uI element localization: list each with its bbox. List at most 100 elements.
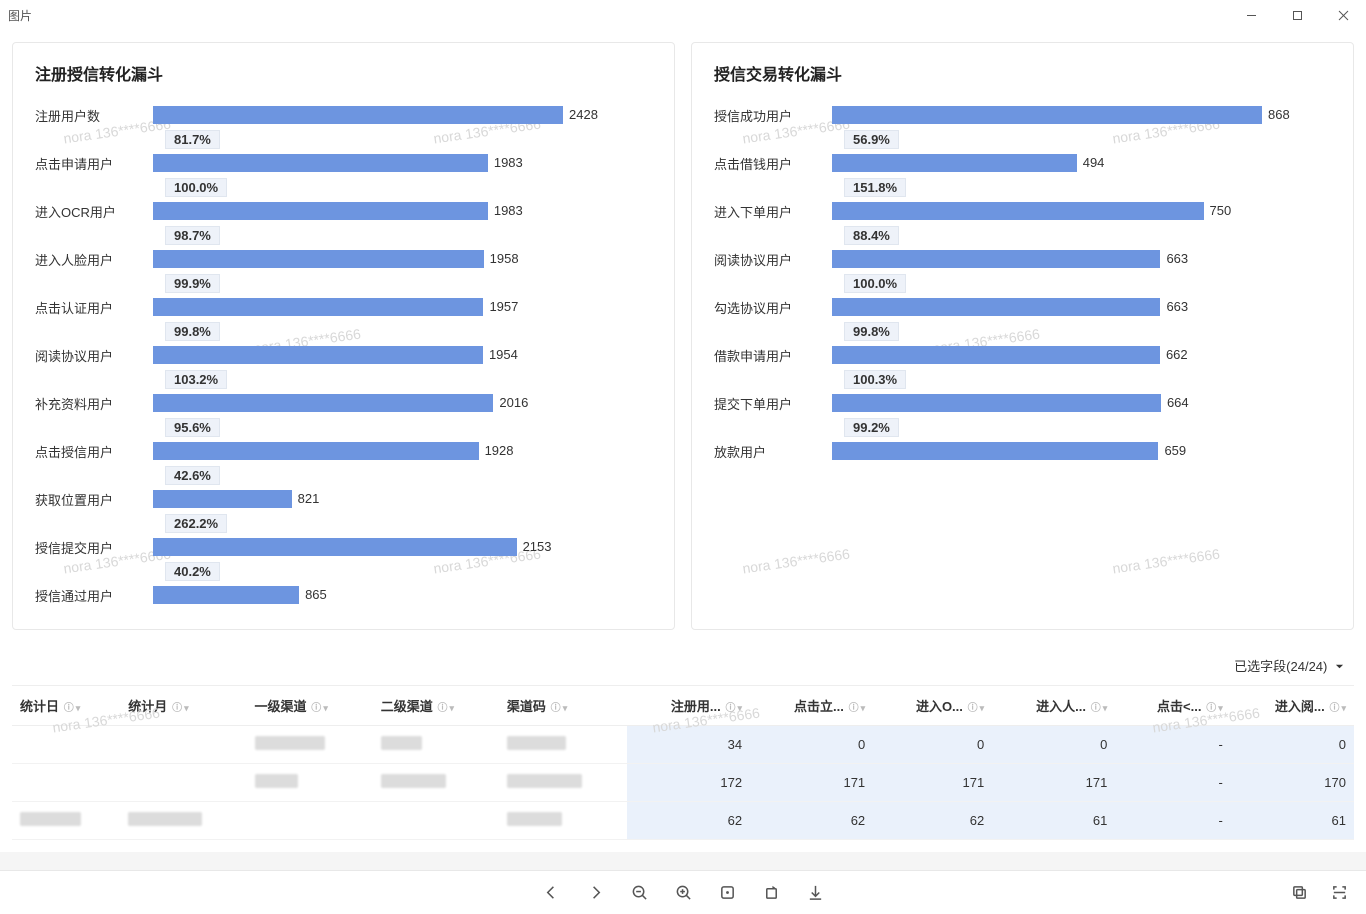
funnel-pct-row: 100.0% <box>35 175 652 199</box>
funnel-row: 补充资料用户2016 <box>35 391 652 415</box>
funnel-bar-wrap: 663 <box>832 250 1331 268</box>
sort-icon[interactable]: ▾ <box>738 703 743 714</box>
funnel-value: 494 <box>1077 154 1105 172</box>
sort-icon[interactable]: ▾ <box>1103 703 1108 714</box>
funnel-value: 865 <box>299 586 327 604</box>
zoom-in-icon[interactable] <box>674 884 692 902</box>
table-header[interactable]: 统计日 ⓘ▾ <box>12 686 120 726</box>
info-icon: ⓘ <box>1088 703 1101 714</box>
funnel-row: 点击认证用户1957 <box>35 295 652 319</box>
funnel-bar-wrap: 2428 <box>153 106 652 124</box>
table-header[interactable]: 进入O... ⓘ▾ <box>873 686 992 726</box>
funnel-pct: 42.6% <box>165 466 220 485</box>
funnel-row: 勾选协议用户 663 <box>714 295 1331 319</box>
next-icon[interactable] <box>586 884 604 902</box>
table-header[interactable]: 点击<... ⓘ▾ <box>1115 686 1230 726</box>
funnel-value: 2016 <box>493 394 528 412</box>
funnel-label: 点击申请用户 <box>35 154 153 173</box>
table-cell: 0 <box>750 726 873 764</box>
redacted-cell <box>507 812 563 826</box>
copy-icon[interactable] <box>1290 884 1308 902</box>
funnel-row: 阅读协议用户1954 <box>35 343 652 367</box>
table-row[interactable]: 172171171171-170 <box>12 764 1354 802</box>
funnel-pct: 103.2% <box>165 370 227 389</box>
funnel-row: 授信通过用户865 <box>35 583 652 607</box>
prev-icon[interactable] <box>542 884 560 902</box>
funnel-bar <box>832 346 1160 364</box>
sort-icon[interactable]: ▾ <box>861 703 866 714</box>
sort-icon[interactable]: ▾ <box>450 703 455 714</box>
close-button[interactable] <box>1320 0 1366 30</box>
scan-icon[interactable] <box>1330 884 1348 902</box>
sort-icon[interactable]: ▾ <box>980 703 985 714</box>
funnel-pct-row: 103.2% <box>35 367 652 391</box>
table-row[interactable]: 62626261-61 <box>12 802 1354 840</box>
funnel-bar <box>153 538 517 556</box>
sort-icon[interactable]: ▾ <box>1218 703 1223 714</box>
table-header[interactable]: 进入人... ⓘ▾ <box>992 686 1115 726</box>
funnel-bar <box>153 490 292 508</box>
table-cell <box>247 802 373 840</box>
funnel-label: 勾选协议用户 <box>714 298 832 317</box>
sort-icon[interactable]: ▾ <box>1341 703 1346 714</box>
funnel-pct-row: 151.8% <box>714 175 1331 199</box>
sort-icon[interactable]: ▾ <box>563 703 568 714</box>
funnel-label: 进入OCR用户 <box>35 202 153 221</box>
funnel-bar <box>153 298 483 316</box>
funnel-value: 663 <box>1160 298 1188 316</box>
table-cell <box>120 726 246 764</box>
funnel-value: 662 <box>1160 346 1188 364</box>
table-cell <box>120 802 246 840</box>
funnel-row: 点击借钱用户 494 <box>714 151 1331 175</box>
funnel-pct: 262.2% <box>165 514 227 533</box>
table-header[interactable]: 注册用... ⓘ▾ <box>627 686 750 726</box>
info-icon: ⓘ <box>435 703 448 714</box>
funnel-label: 点击授信用户 <box>35 442 153 461</box>
funnel-bar <box>832 442 1158 460</box>
redacted-cell <box>20 812 81 826</box>
funnel-pct: 99.8% <box>844 322 899 341</box>
download-icon[interactable] <box>806 884 824 902</box>
redacted-cell <box>128 812 201 826</box>
funnel-bar-wrap: 750 <box>832 202 1331 220</box>
table-cell <box>120 764 246 802</box>
zoom-out-icon[interactable] <box>630 884 648 902</box>
funnel-label: 点击借钱用户 <box>714 154 832 173</box>
funnel-bar-wrap: 1957 <box>153 298 652 316</box>
table-cell <box>373 726 499 764</box>
redacted-cell <box>381 774 446 788</box>
data-table: 统计日 ⓘ▾统计月 ⓘ▾一级渠道 ⓘ▾二级渠道 ⓘ▾渠道码 ⓘ▾注册用... ⓘ… <box>12 685 1354 840</box>
funnel-bar-wrap: 1954 <box>153 346 652 364</box>
funnel-pct-row: 42.6% <box>35 463 652 487</box>
funnel-value: 1958 <box>484 250 519 268</box>
sort-icon[interactable]: ▾ <box>323 703 328 714</box>
funnel-label: 授信提交用户 <box>35 538 153 557</box>
redacted-cell <box>255 774 299 788</box>
funnel-pct: 100.0% <box>165 178 227 197</box>
rotate-icon[interactable] <box>762 884 780 902</box>
table-header[interactable]: 统计月 ⓘ▾ <box>120 686 246 726</box>
table-cell: 62 <box>627 802 750 840</box>
table-header[interactable]: 点击立... ⓘ▾ <box>750 686 873 726</box>
table-cell: 172 <box>627 764 750 802</box>
funnel-pct: 100.0% <box>844 274 906 293</box>
funnel-bar <box>153 202 488 220</box>
minimize-button[interactable] <box>1228 0 1274 30</box>
chart-title: 注册授信转化漏斗 <box>35 61 652 85</box>
table-cell <box>373 764 499 802</box>
table-header[interactable]: 渠道码 ⓘ▾ <box>499 686 627 726</box>
fields-selector[interactable]: 已选字段(24/24) <box>12 652 1354 685</box>
funnel-row: 获取位置用户821 <box>35 487 652 511</box>
table-row[interactable]: 34000-0 <box>12 726 1354 764</box>
table-header[interactable]: 进入阅... ⓘ▾ <box>1231 686 1354 726</box>
sort-icon[interactable]: ▾ <box>184 703 189 714</box>
sort-icon[interactable]: ▾ <box>76 703 81 714</box>
funnel-pct-row: 88.4% <box>714 223 1331 247</box>
funnel-bar <box>153 442 479 460</box>
table-header[interactable]: 二级渠道 ⓘ▾ <box>373 686 499 726</box>
funnel-bar-wrap: 865 <box>153 586 652 604</box>
maximize-button[interactable] <box>1274 0 1320 30</box>
table-header[interactable]: 一级渠道 ⓘ▾ <box>247 686 373 726</box>
funnel-bar <box>153 250 484 268</box>
fit-icon[interactable] <box>718 884 736 902</box>
